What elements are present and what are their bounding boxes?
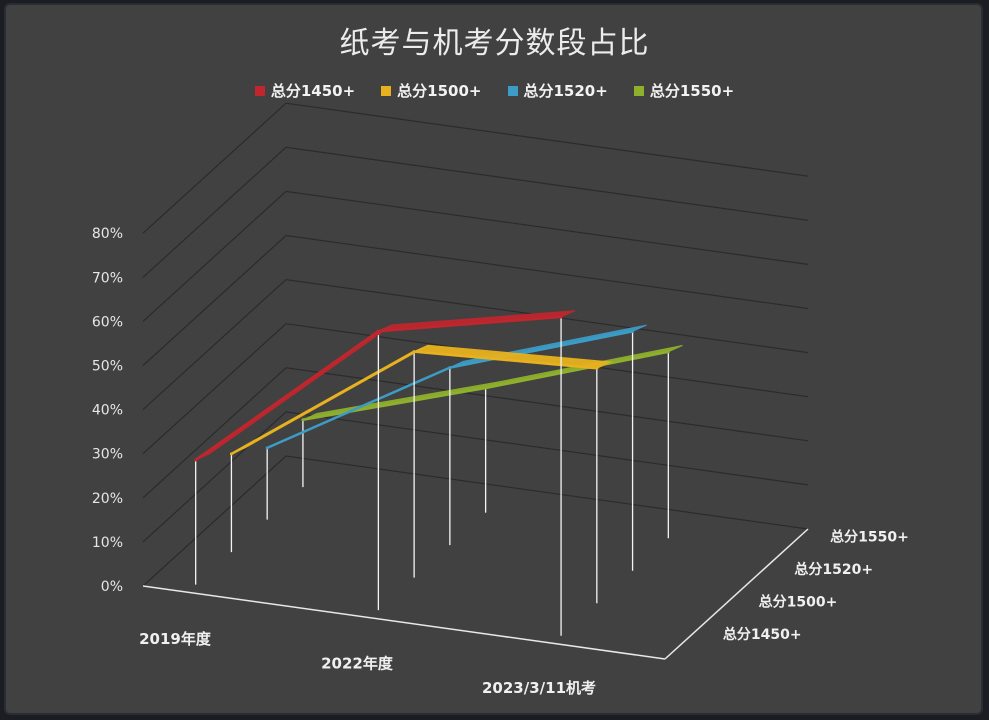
- legend-swatch-1500: [381, 85, 392, 96]
- legend-item-1450: 总分1450+: [254, 80, 356, 101]
- y-tick-label: 70%: [92, 270, 123, 286]
- legend: 总分1450+ 总分1500+ 总分1520+ 总分1550+: [0, 80, 989, 101]
- data-point: [376, 329, 380, 333]
- depth-axis-line: [664, 528, 809, 660]
- gridline: [142, 411, 809, 543]
- chart-title: 纸考与机考分数段占比: [339, 26, 650, 61]
- data-point: [229, 452, 233, 456]
- y-tick-label: 50%: [92, 359, 123, 375]
- legend-label-1500: 总分1500+: [397, 82, 482, 100]
- y-tick-label: 60%: [92, 314, 123, 330]
- series-line: [449, 330, 633, 369]
- x-axis-line: [142, 585, 666, 660]
- data-point: [631, 329, 635, 333]
- legend-swatch-1520: [507, 85, 518, 96]
- data-point: [484, 386, 488, 390]
- gridline: [142, 102, 809, 234]
- series-line: [230, 350, 415, 456]
- depth-tick-label: 总分1550+: [830, 528, 909, 545]
- y-tick-label: 10%: [92, 535, 123, 551]
- legend-item-1520: 总分1520+: [507, 80, 608, 101]
- legend-item-1500: 总分1500+: [381, 80, 482, 101]
- gridline: [142, 146, 809, 278]
- legend-label-1450: 总分1450+: [270, 82, 356, 100]
- series-ribbon: [412, 344, 613, 369]
- depth-tick-label: 总分1520+: [794, 561, 873, 578]
- data-point: [666, 350, 670, 354]
- series-line: [378, 315, 562, 333]
- y-tick-label: 40%: [92, 403, 123, 419]
- series-line: [414, 350, 597, 370]
- data-point: [265, 446, 269, 450]
- series-line: [194, 330, 380, 461]
- y-tick-label: 30%: [92, 447, 123, 463]
- data-point: [194, 458, 198, 462]
- gridline: [142, 323, 809, 455]
- depth-tick-label: 总分1450+: [723, 626, 802, 643]
- x-tick-label: 2022年度: [321, 655, 394, 673]
- data-point: [448, 366, 452, 370]
- data-point: [412, 350, 416, 354]
- legend-label-1520: 总分1520+: [523, 82, 608, 100]
- data-point: [301, 418, 305, 422]
- data-point: [559, 315, 563, 319]
- series-line: [266, 366, 451, 450]
- series-line: [302, 386, 486, 422]
- x-tick-label: 2019年度: [139, 630, 212, 648]
- legend-label-1550: 总分1550+: [649, 82, 735, 100]
- y-tick-label: 80%: [92, 226, 123, 242]
- x-tick-label: 2023/3/11机考: [482, 679, 596, 697]
- series-line: [485, 350, 669, 390]
- legend-swatch-1450: [254, 85, 265, 96]
- legend-swatch-1550: [633, 85, 644, 96]
- legend-item-1550: 总分1550+: [633, 80, 735, 101]
- y-tick-label: 0%: [101, 579, 123, 595]
- gridline: [142, 367, 809, 499]
- gridline: [142, 190, 809, 322]
- depth-tick-label: 总分1500+: [759, 593, 838, 610]
- y-tick-label: 20%: [92, 491, 123, 507]
- gridline: [142, 455, 809, 587]
- gridline: [142, 234, 809, 366]
- data-point: [595, 366, 599, 370]
